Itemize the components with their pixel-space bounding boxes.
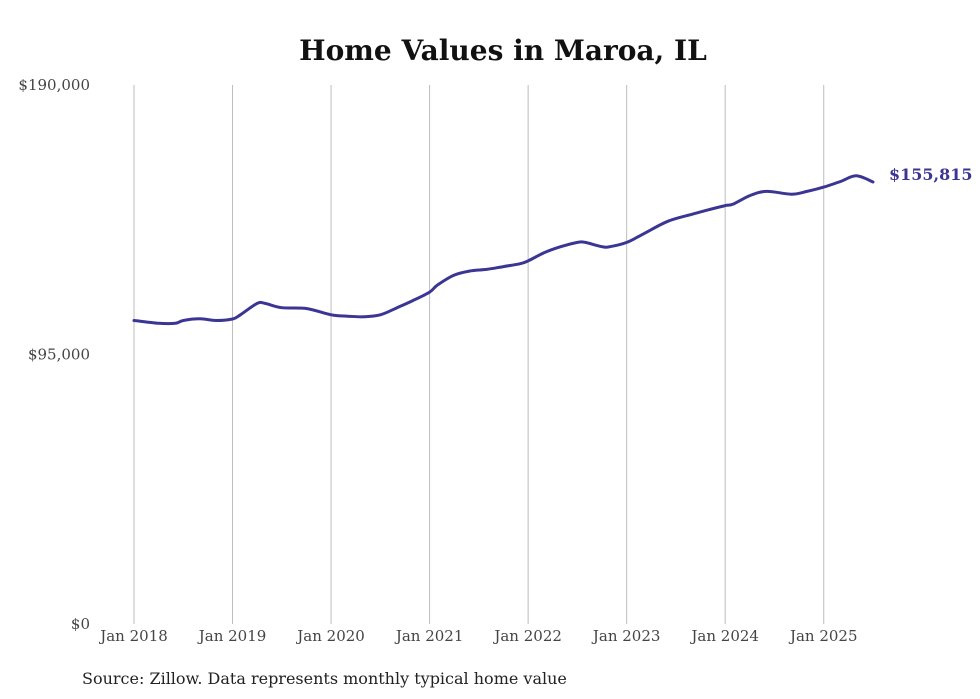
x-axis-tick-labels: Jan 2018 Jan 2019 Jan 2020 Jan 2021 Jan 2022… (98, 627, 857, 645)
x-tick-label: Jan 2020 (295, 627, 365, 645)
y-tick-label: $95,000 (28, 346, 90, 364)
end-value-label: $155,815 (889, 165, 973, 184)
x-tick-label: Jan 2024 (689, 627, 759, 645)
x-tick-label: Jan 2022 (492, 627, 562, 645)
y-axis-tick-labels: $0 $95,000 $190,000 (18, 76, 90, 633)
home-value-series-line (132, 174, 875, 326)
y-tick-label: $190,000 (18, 76, 90, 94)
source-note: Source: Zillow. Data represents monthly … (82, 669, 567, 688)
y-tick-label: $0 (71, 615, 90, 633)
x-tick-label: Jan 2021 (394, 627, 464, 645)
chart-title: Home Values in Maroa, IL (299, 34, 707, 67)
grid-lines (133, 85, 825, 624)
x-tick-label: Jan 2023 (591, 627, 661, 645)
x-tick-label: Jan 2019 (197, 627, 267, 645)
x-tick-label: Jan 2025 (788, 627, 858, 645)
x-tick-label: Jan 2018 (98, 627, 168, 645)
